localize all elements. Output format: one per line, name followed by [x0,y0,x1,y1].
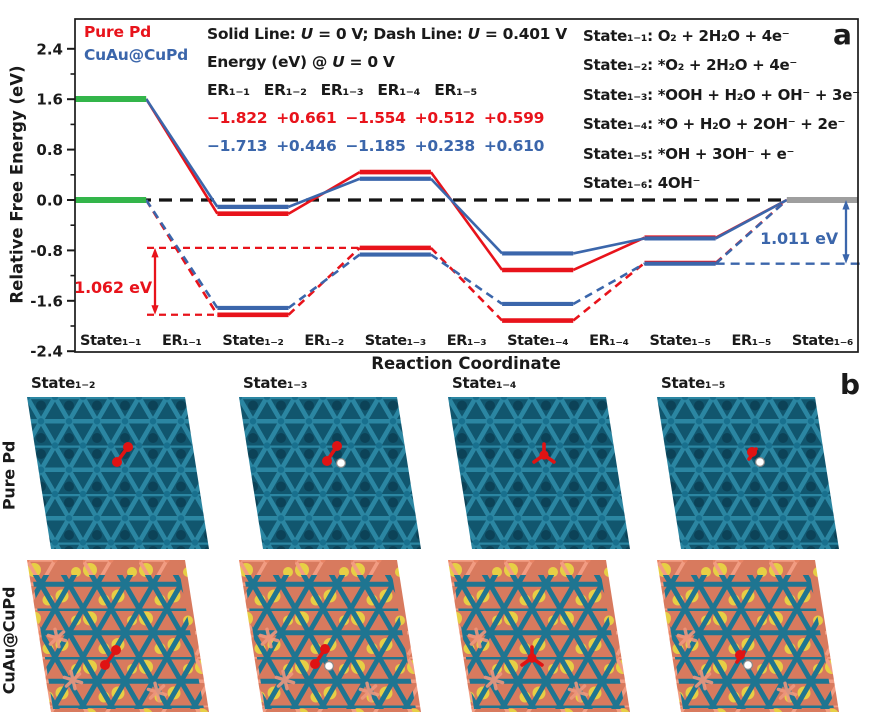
column-title-state1-2: State₁₋₂ [31,374,96,392]
structure-cuau-3 [657,560,839,712]
svg-text:-1.6: -1.6 [30,292,63,310]
pd-energy-values: −1.822 +0.661 −1.554 +0.512 +0.599 [207,109,544,127]
energy-value: +0.512 [414,109,476,127]
structure-pd-2 [448,397,630,549]
er-header: ER₁₋₃ [320,81,364,99]
energy-value: −1.822 [207,109,268,127]
series-connectors [145,199,788,322]
state-definition: State₁₋₆: 4OH⁻ [583,174,701,193]
states-legend: State₁₋₁: O₂ + 2H₂O + 4e⁻ State₁₋₂: *O₂ … [583,22,860,198]
svg-text:1.6: 1.6 [36,91,63,109]
svg-text:ER₁₋₄: ER₁₋₄ [589,333,628,349]
line-style-note: Solid Line: U = 0 V; Dash Line: U = 0.40… [207,25,567,43]
state-definition: State₁₋₄: *O + H₂O + 2OH⁻ + 2e⁻ [583,115,846,134]
column-title-state1-5: State₁₋₅ [661,374,726,392]
svg-text:-2.4: -2.4 [30,343,63,361]
column-title-state1-3: State₁₋₃ [243,374,308,392]
panel-a: -2.4 -1.6 -0.8 0.0 0.8 1.6 2.4 State₁₋₁ ER₁₋₁ Sta… [7,18,864,373]
potential-symbol: U [332,53,345,71]
panel-b-label: b [840,368,861,401]
panel-b: State₁₋₂ State₁₋₃ State₁₋₄ State₁₋₅ b Pu… [0,371,885,728]
note-part: = 0.401 V [479,25,567,43]
series-connectors [145,98,788,255]
cuau-energy-values: −1.713 +0.446 −1.185 +0.238 +0.610 [207,137,544,155]
energy-value: −1.713 [207,137,268,155]
svg-text:State₁₋₆: State₁₋₆ [792,333,853,349]
panel-a-label: a [833,18,852,51]
structure-pd-0 [27,397,209,549]
svg-text:0.0: 0.0 [36,192,63,210]
x-axis-categories: State₁₋₁ ER₁₋₁ State₁₋₂ ER₁₋₂ State₁₋₃ ER₁₋₃ S… [80,333,853,349]
legend-pure-pd: Pure Pd [84,23,152,41]
note-part: Energy (eV) @ [207,53,333,71]
svg-text:State₁₋₃: State₁₋₃ [365,333,426,349]
er-header: ER₁₋₁ [207,81,250,99]
red-gap-arrow [151,247,159,315]
series-levels [217,245,716,323]
column-title-state1-4: State₁₋₄ [452,374,517,392]
structure-cuau-0 [27,560,209,712]
er-header: ER₁₋₄ [377,81,421,99]
energy-value: +0.661 [276,109,337,127]
svg-text:-0.8: -0.8 [30,242,63,260]
energy-value: +0.446 [276,137,337,155]
structure-pd-1 [239,397,421,549]
potential-symbol: U [467,25,480,43]
red-gap-annotation: 1.062 eV [74,278,152,297]
y-axis-ticks: -2.4 -1.6 -0.8 0.0 0.8 1.6 2.4 [30,40,75,361]
energy-value: −1.554 [345,109,406,127]
series-levels [217,252,716,311]
surface-structures [27,397,839,712]
energy-value: +0.610 [483,137,545,155]
svg-text:0.8: 0.8 [36,141,63,159]
note-part: Solid Line: [207,25,301,43]
svg-text:State₁₋₂: State₁₋₂ [222,333,283,349]
energy-note: Energy (eV) @ U = 0 V [207,53,395,71]
energy-value: +0.599 [483,109,545,127]
blue-gap-annotation: 1.011 eV [760,229,838,248]
plot-border [74,18,859,353]
state-definition: State₁₋₅: *OH + 3OH⁻ + e⁻ [583,144,795,163]
note-part: = 0 V [344,53,395,71]
structure-cuau-2 [448,560,630,712]
svg-text:State₁₋₄: State₁₋₄ [507,333,568,349]
svg-text:State₁₋₅: State₁₋₅ [649,333,710,349]
svg-text:ER₁₋₃: ER₁₋₃ [447,333,486,349]
svg-text:2.4: 2.4 [36,40,63,58]
series-levels [217,176,716,256]
state-definition: State₁₋₁: O₂ + 2H₂O + 4e⁻ [583,27,790,45]
svg-text:State₁₋₁: State₁₋₁ [80,333,141,349]
potential-symbol: U [300,25,314,43]
red-gap-guides [147,246,360,316]
svg-text:ER₁₋₁: ER₁₋₁ [162,333,201,349]
structure-cuau-1 [239,560,421,712]
y-axis-label: Relative Free Energy (eV) [7,65,27,304]
series-connectors [145,199,788,309]
svg-text:ER₁₋₅: ER₁₋₅ [732,333,771,349]
note-part: = 0 V; Dash Line: [312,25,468,43]
structure-pd-3 [657,397,839,549]
state-definition: State₁₋₃: *OOH + H₂O + OH⁻ + 3e⁻ [583,85,860,104]
energy-value: +0.238 [414,137,476,155]
x-axis-label: Reaction Coordinate [371,354,561,373]
energy-value: −1.185 [345,137,406,155]
legend-cuau-cupd: CuAu@CuPd [84,46,189,64]
er-header: ER₁₋₂ [263,81,307,99]
state-definition: State₁₋₂: *O₂ + 2H₂O + 4e⁻ [583,56,797,75]
blue-gap-arrow [842,200,850,264]
er-header: ER₁₋₅ [434,81,477,99]
svg-text:ER₁₋₂: ER₁₋₂ [304,333,343,349]
er-header-row: ER₁₋₁ ER₁₋₂ ER₁₋₃ ER₁₋₄ ER₁₋₅ [207,81,477,99]
